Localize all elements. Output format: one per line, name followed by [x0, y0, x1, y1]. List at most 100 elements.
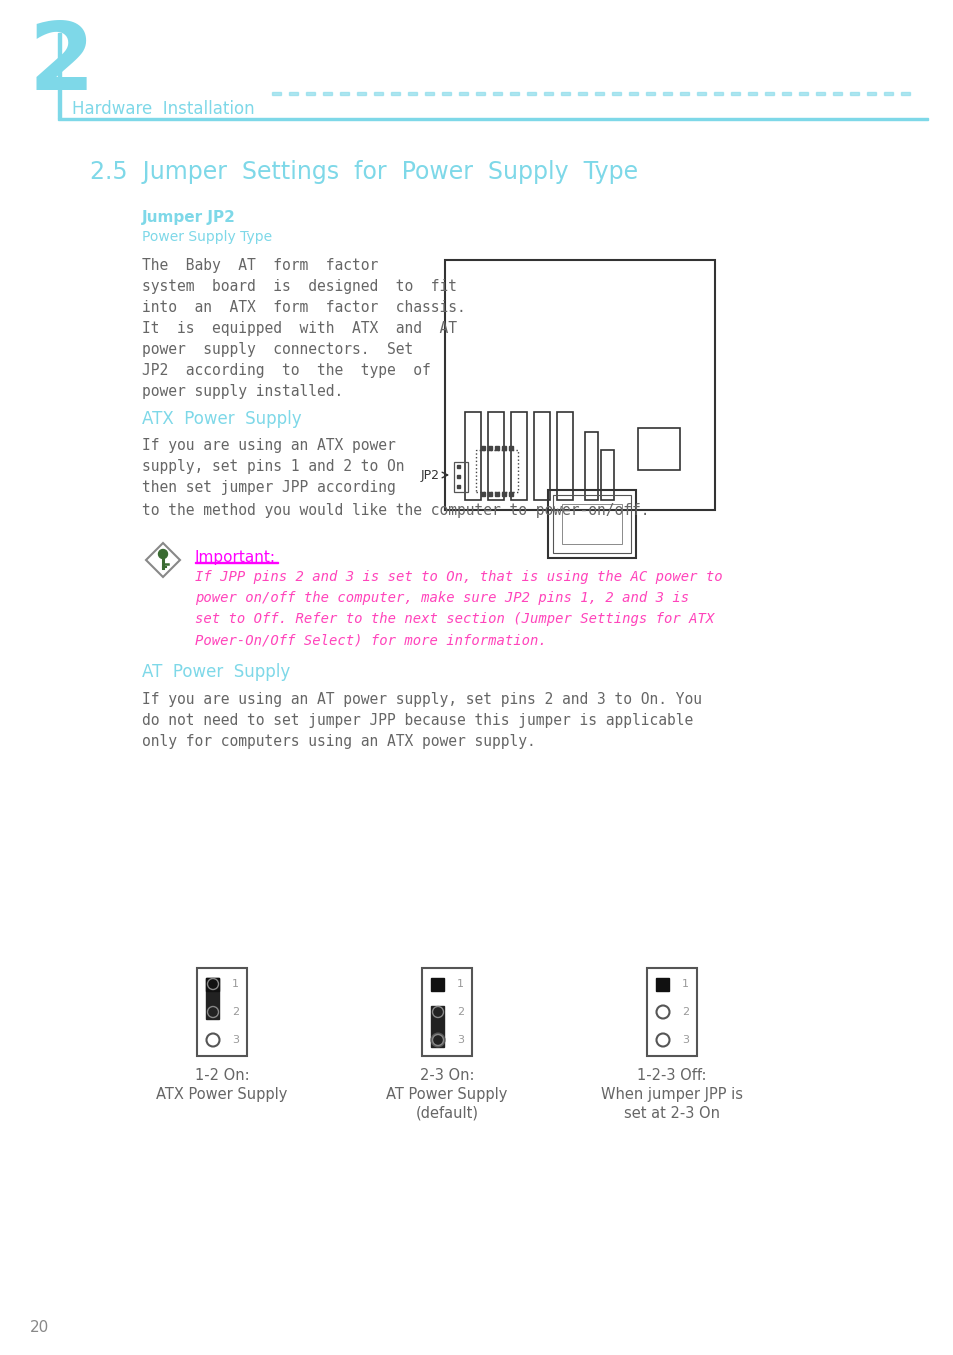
- Bar: [480, 492, 484, 496]
- Bar: [58, 118, 927, 121]
- Text: ATX  Power  Supply: ATX Power Supply: [142, 411, 301, 428]
- Text: 20: 20: [30, 1320, 50, 1335]
- Text: Important:: Important:: [194, 550, 275, 565]
- Bar: [510, 92, 518, 95]
- Text: AT Power Supply: AT Power Supply: [386, 1087, 507, 1102]
- Bar: [561, 504, 621, 543]
- Text: power supply installed.: power supply installed.: [142, 383, 343, 398]
- Bar: [534, 412, 550, 500]
- Bar: [900, 92, 909, 95]
- Bar: [480, 446, 484, 450]
- Bar: [495, 446, 498, 450]
- Bar: [584, 432, 598, 500]
- Bar: [679, 92, 688, 95]
- Bar: [356, 92, 366, 95]
- Bar: [557, 412, 573, 500]
- Bar: [612, 92, 620, 95]
- Bar: [713, 92, 722, 95]
- Text: 2: 2: [232, 1007, 239, 1018]
- Bar: [456, 476, 459, 478]
- Bar: [323, 92, 332, 95]
- Text: 3: 3: [456, 1035, 463, 1045]
- Text: then set jumper JPP according: then set jumper JPP according: [142, 480, 395, 495]
- Text: 2-3 On:: 2-3 On:: [419, 1068, 474, 1083]
- Bar: [578, 92, 586, 95]
- Bar: [815, 92, 824, 95]
- Bar: [441, 92, 451, 95]
- Text: power on/off the computer, make sure JP2 pins 1, 2 and 3 is: power on/off the computer, make sure JP2…: [194, 591, 688, 604]
- Text: to the method you would like the computer to power-on/off.: to the method you would like the compute…: [142, 503, 649, 518]
- Bar: [476, 92, 484, 95]
- Bar: [424, 92, 434, 95]
- Text: 1: 1: [456, 980, 463, 989]
- Bar: [553, 495, 630, 553]
- Bar: [488, 446, 492, 450]
- Bar: [444, 260, 714, 509]
- Bar: [421, 967, 472, 1056]
- Bar: [501, 492, 505, 496]
- Text: set to Off. Refer to the next section (Jumper Settings for ATX: set to Off. Refer to the next section (J…: [194, 612, 714, 626]
- Bar: [206, 977, 219, 991]
- Text: 1-2-3 Off:: 1-2-3 Off:: [637, 1068, 706, 1083]
- Text: supply, set pins 1 and 2 to On: supply, set pins 1 and 2 to On: [142, 459, 404, 474]
- Text: 3: 3: [232, 1035, 239, 1045]
- Bar: [764, 92, 773, 95]
- Bar: [488, 412, 503, 500]
- Bar: [488, 492, 492, 496]
- Bar: [638, 428, 679, 470]
- Text: When jumper JPP is: When jumper JPP is: [600, 1087, 742, 1102]
- Bar: [408, 92, 416, 95]
- Bar: [454, 462, 468, 492]
- Bar: [645, 92, 655, 95]
- Text: (default): (default): [416, 1106, 478, 1121]
- Text: Hardware  Installation: Hardware Installation: [71, 100, 254, 118]
- Bar: [646, 967, 697, 1056]
- Bar: [374, 92, 382, 95]
- Text: Power Supply Type: Power Supply Type: [142, 230, 272, 244]
- Bar: [849, 92, 858, 95]
- Text: ATX Power Supply: ATX Power Supply: [156, 1087, 288, 1102]
- Bar: [196, 967, 247, 1056]
- Bar: [560, 92, 569, 95]
- Bar: [883, 92, 892, 95]
- Bar: [306, 92, 314, 95]
- Bar: [547, 491, 636, 558]
- Bar: [656, 977, 669, 991]
- Text: If JPP pins 2 and 3 is set to On, that is using the AC power to: If JPP pins 2 and 3 is set to On, that i…: [194, 570, 721, 584]
- Bar: [391, 92, 399, 95]
- Bar: [509, 446, 513, 450]
- Bar: [456, 465, 459, 467]
- Bar: [526, 92, 536, 95]
- Bar: [697, 92, 705, 95]
- Bar: [476, 450, 517, 492]
- Text: 2: 2: [456, 1007, 464, 1018]
- Bar: [493, 92, 501, 95]
- Bar: [543, 92, 553, 95]
- Bar: [747, 92, 757, 95]
- Text: Jumper JP2: Jumper JP2: [142, 210, 235, 225]
- Bar: [431, 1005, 444, 1046]
- Bar: [458, 92, 468, 95]
- Bar: [799, 92, 807, 95]
- Bar: [431, 977, 444, 991]
- Text: 2.5  Jumper  Settings  for  Power  Supply  Type: 2.5 Jumper Settings for Power Supply Typ…: [90, 160, 638, 184]
- Text: system  board  is  designed  to  fit: system board is designed to fit: [142, 279, 456, 294]
- Text: Power-On/Off Select) for more information.: Power-On/Off Select) for more informatio…: [194, 633, 546, 646]
- Bar: [501, 446, 505, 450]
- Bar: [339, 92, 349, 95]
- Bar: [289, 92, 297, 95]
- Circle shape: [158, 550, 168, 558]
- Bar: [600, 450, 614, 500]
- Text: If you are using an AT power supply, set pins 2 and 3 to On. You: If you are using an AT power supply, set…: [142, 692, 701, 707]
- Text: do not need to set jumper JPP because this jumper is applicable: do not need to set jumper JPP because th…: [142, 713, 693, 728]
- Bar: [832, 92, 841, 95]
- Text: JP2: JP2: [420, 469, 439, 481]
- Bar: [464, 412, 480, 500]
- Bar: [866, 92, 875, 95]
- Bar: [595, 92, 603, 95]
- Text: 1: 1: [681, 980, 688, 989]
- Bar: [730, 92, 740, 95]
- Text: 3: 3: [681, 1035, 688, 1045]
- Text: The  Baby  AT  form  factor: The Baby AT form factor: [142, 257, 377, 272]
- Bar: [272, 92, 281, 95]
